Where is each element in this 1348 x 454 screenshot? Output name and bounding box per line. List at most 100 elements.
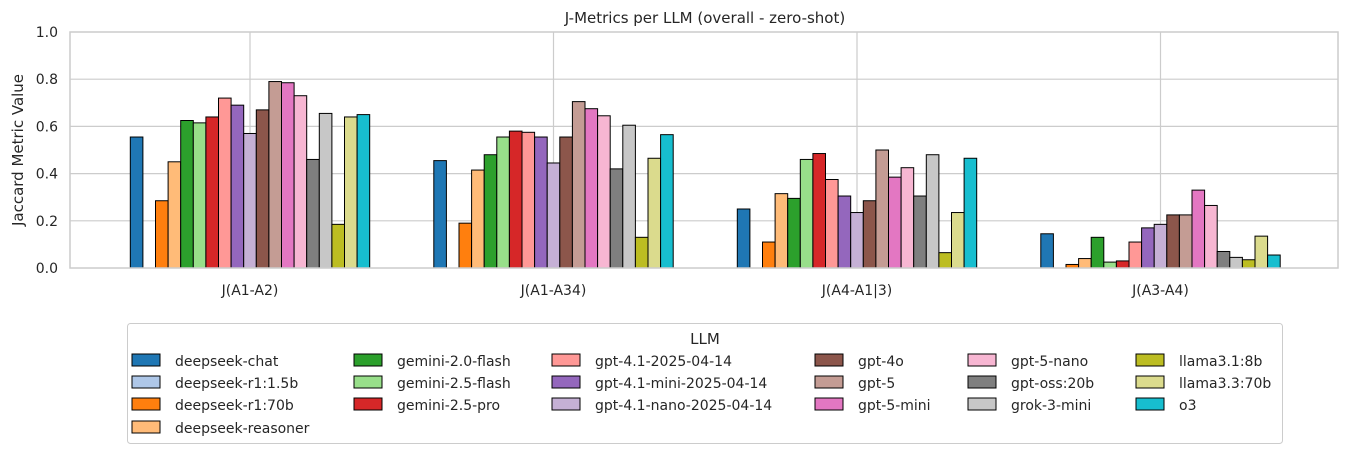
bar-gpt-4-1-mini-2025-04-14-0 [230,104,245,269]
x-ticks: J(A1-A2) J(A1-A34) J(A4-A1|3) J(A3-A4) [221,283,1189,299]
plot-frame [69,31,1339,269]
bar-llama3-1-8b-3 [1241,259,1256,269]
bar-gpt-5-3 [1178,214,1193,269]
bar-gpt-5-mini-3 [1191,189,1206,269]
legend-label-gemini-2-5-flash: gemini-2.5-flash [397,376,511,392]
bar-o3-1 [660,134,674,269]
legend-title: LLM [690,330,720,348]
bar-gemini-2-5-flash-0 [192,122,207,269]
legend-label-gpt-5: gpt-5 [858,376,895,392]
x-tick-label: J(A4-A1|3) [821,283,892,299]
bar-llama3-3-70b-0 [344,116,358,269]
legend-swatch-gemini-2-5-flash [353,375,383,389]
legend-label-llama3-1-8b: llama3.1:8b [1179,354,1262,370]
legend-swatch-gpt-4-1-2025-04-14 [551,353,581,367]
bar-llama3-1-8b-1 [634,236,649,269]
bar-grok-3-mini-1 [622,124,636,269]
y-axis-label: Jaccard Metric Value [9,74,27,227]
bar-o3-2 [963,157,978,269]
bar-o3-3 [1267,254,1281,269]
legend-swatch-deepseek-r1-70b [131,397,161,411]
legend-swatch-deepseek-r1-1-5b [131,375,161,389]
legend-label-gpt-4-1-nano-2025-04-14: gpt-4.1-nano-2025-04-14 [595,398,772,414]
bar-gpt-4-1-nano-2025-04-14-0 [243,132,257,269]
bar-gpt-5-mini-2 [888,176,902,269]
bar-gpt-5-0 [268,81,282,269]
legend-label-deepseek-r1-70b: deepseek-r1:70b [175,398,294,414]
legend: LLM deepseek-chat deepseek-r1:1.5b deepsee… [127,323,1283,444]
bar-gpt-4o-2 [862,200,877,269]
bar-gemini-2-5-pro-3 [1115,260,1130,269]
bar-gemini-2-0-flash-2 [787,197,801,269]
x-tick-label: J(A1-A2) [221,283,279,299]
bar-gemini-2-5-pro-2 [812,153,827,269]
bar-gemini-2-0-flash-3 [1090,236,1105,269]
legend-label-llama3-3-70b: llama3.3:70b [1179,376,1271,392]
bar-deepseek-reasoner-2 [774,193,789,269]
bar-gpt-5-nano-1 [597,115,611,269]
y-tick-label: 0.2 [36,214,58,230]
legend-label-gemini-2-0-flash: gemini-2.0-flash [397,354,511,370]
bar-gpt-4-1-nano-2025-04-14-2 [850,212,864,269]
bar-gpt-5-2 [875,149,890,269]
legend-label-gemini-2-5-pro: gemini-2.5-pro [397,398,500,414]
legend-label-o3: o3 [1179,398,1196,414]
legend-label-gpt-5-nano: gpt-5-nano [1011,354,1088,370]
bar-llama3-3-70b-1 [647,157,662,269]
bar-llama3-3-70b-2 [951,212,965,269]
legend-swatch-llama3-3-70b [1135,375,1165,389]
legend-label-gpt-4o: gpt-4o [858,354,904,370]
chart-title: J-Metrics per LLM (overall - zero-shot) [564,9,845,27]
bar-deepseek-r1-70b-1 [458,222,473,269]
bar-deepseek-reasoner-3 [1078,258,1092,269]
bar-gpt-5-nano-3 [1204,204,1218,269]
bar-gpt-5-nano-2 [900,167,915,269]
bar-gpt-oss-20b-0 [306,158,320,269]
bar-deepseek-chat-3 [1040,233,1054,269]
bar-gemini-2-5-flash-1 [496,136,510,269]
legend-label-grok-3-mini: grok-3-mini [1011,398,1091,414]
legend-swatch-o3 [1135,397,1165,411]
legend-swatch-gemini-2-0-flash [353,353,383,367]
bar-deepseek-chat-0 [129,136,144,269]
legend-label-gpt-4-1-2025-04-14: gpt-4.1-2025-04-14 [595,354,732,370]
bar-gemini-2-5-pro-1 [508,130,523,269]
legend-swatch-gemini-2-5-pro [353,397,383,411]
bar-gpt-4-1-2025-04-14-0 [218,97,232,269]
bar-gemini-2-5-flash-2 [799,158,814,269]
bar-o3-0 [356,114,371,269]
bar-deepseek-reasoner-0 [167,161,182,269]
legend-swatch-gpt-5 [814,375,844,389]
y-tick-label: 0.4 [36,167,58,183]
bar-gemini-2-5-pro-0 [205,116,219,269]
legend-label-deepseek-chat: deepseek-chat [175,354,279,370]
legend-swatch-gpt-oss-20b [967,375,997,389]
x-tick-label: J(A3-A4) [1131,283,1189,299]
x-tick-label: J(A1-A34) [520,283,587,299]
bar-gpt-4-1-nano-2025-04-14-1 [546,162,561,269]
y-tick-label: 1.0 [36,25,58,41]
bar-grok-3-mini-2 [925,154,940,269]
legend-label-gpt-oss-20b: gpt-oss:20b [1011,376,1094,392]
bar-gemini-2-0-flash-0 [180,120,194,269]
bar-gpt-4-1-2025-04-14-1 [521,131,536,269]
bar-gpt-4-1-mini-2025-04-14-2 [837,195,852,269]
legend-swatch-gpt-4o [814,353,844,367]
bar-gpt-4o-3 [1166,214,1180,269]
bar-gpt-4-1-2025-04-14-3 [1128,241,1143,269]
legend-label-deepseek-reasoner: deepseek-reasoner [175,421,310,437]
bar-gemini-2-5-flash-3 [1103,261,1117,269]
bar-gpt-5-mini-1 [584,108,599,269]
bar-gpt-5-nano-0 [293,95,308,269]
bar-llama3-1-8b-2 [938,252,953,269]
bar-deepseek-chat-1 [433,160,447,269]
bar-grok-3-mini-3 [1229,256,1243,269]
y-tick-label: 0.6 [36,119,58,135]
legend-swatch-gpt-5-nano [967,353,997,367]
bar-gpt-5-mini-0 [281,82,295,269]
bar-gpt-oss-20b-3 [1216,250,1231,269]
bar-gpt-oss-20b-2 [913,195,927,269]
bar-gpt-4-1-2025-04-14-2 [825,179,839,269]
bar-gpt-oss-20b-1 [609,168,624,269]
bar-gpt-5-1 [571,101,586,269]
